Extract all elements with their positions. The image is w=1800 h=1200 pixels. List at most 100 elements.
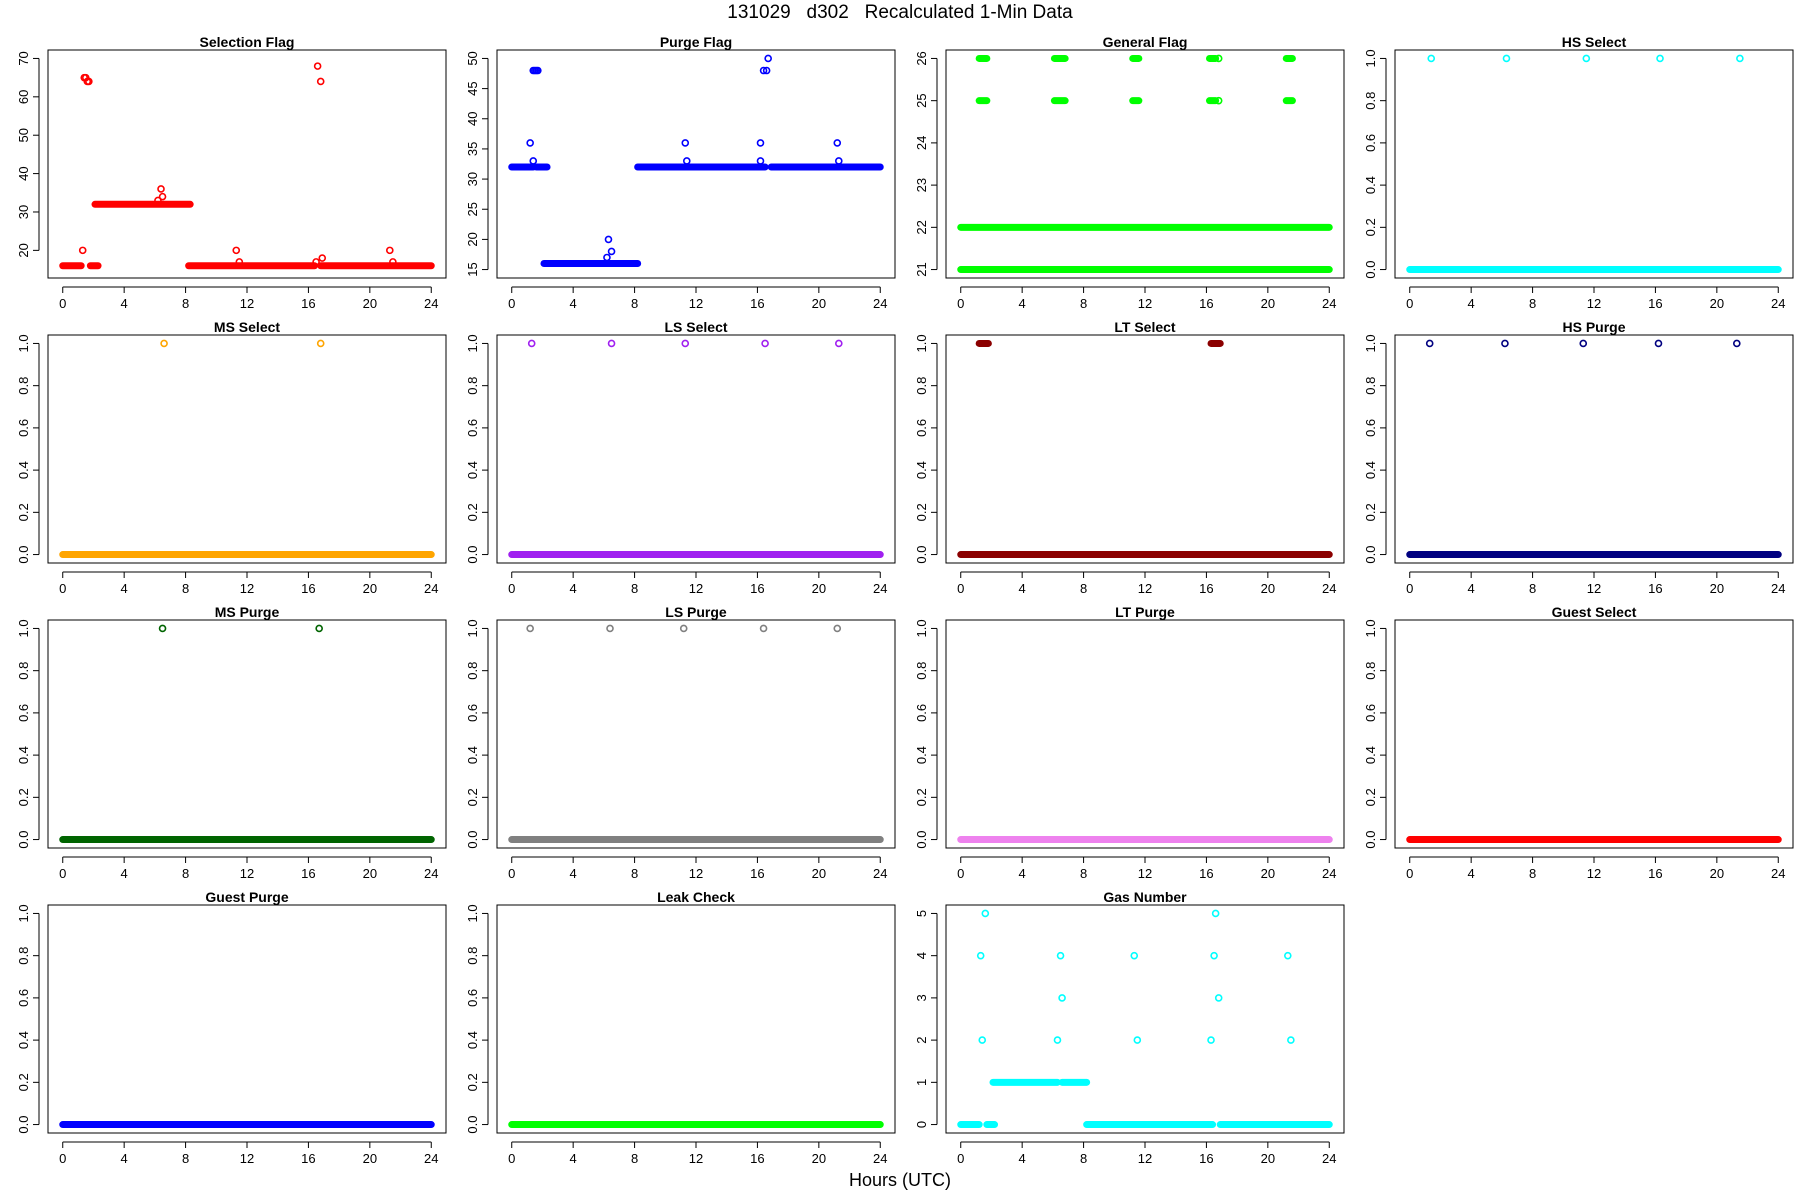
x-tick-label: 12 bbox=[1587, 581, 1601, 596]
y-tick-label: 0.4 bbox=[465, 1031, 480, 1049]
x-tick-label: 24 bbox=[424, 1151, 438, 1166]
y-axis: 0.0 0.2 0.4 0.6 0.8 1.0 bbox=[1363, 49, 1387, 279]
panel-ms-select: MS Select 0 4 8 12 16 20 24 0.0 0.2 0.4 0.6 0.8 1.0 bbox=[16, 319, 447, 596]
panel-title: Gas Number bbox=[1103, 889, 1187, 905]
data-point bbox=[835, 157, 843, 165]
panel-title: MS Purge bbox=[215, 604, 280, 620]
y-tick-label: 0.0 bbox=[16, 1116, 31, 1134]
panel-selection-flag: Selection Flag 0 4 8 12 16 20 24 20 30 40 50 60 70 bbox=[16, 34, 447, 311]
y-tick-label: 0.2 bbox=[465, 1073, 480, 1091]
x-tick-label: 24 bbox=[873, 296, 887, 311]
x-tick-label: 12 bbox=[689, 1151, 703, 1166]
x-tick-label: 24 bbox=[424, 866, 438, 881]
y-tick-label: 21 bbox=[914, 262, 929, 276]
y-axis: 0.0 0.2 0.4 0.6 0.8 1.0 bbox=[465, 904, 489, 1134]
data-point bbox=[756, 157, 765, 165]
y-tick-label: 25 bbox=[914, 93, 929, 107]
x-tick-label: 12 bbox=[240, 581, 254, 596]
x-tick-label: 24 bbox=[1771, 581, 1785, 596]
x-tick-label: 4 bbox=[1019, 296, 1026, 311]
panel-guest-purge: Guest Purge 0 4 8 12 16 20 24 0.0 0.2 0.4 0.6 0.8 1.0 bbox=[16, 889, 447, 1166]
data-point bbox=[313, 62, 322, 70]
y-axis: 0.0 0.2 0.4 0.6 0.8 1.0 bbox=[914, 619, 938, 849]
y-tick-label: 0.0 bbox=[465, 1116, 480, 1134]
y-tick-label: 0.8 bbox=[914, 662, 929, 680]
x-tick-label: 20 bbox=[363, 581, 377, 596]
y-tick-label: 1 bbox=[914, 1079, 929, 1086]
panel-lt-purge: LT Purge 0 4 8 12 16 20 24 0.0 0.2 0.4 0.6 0.8 1.0 bbox=[914, 604, 1345, 881]
x-tick-label: 12 bbox=[689, 866, 703, 881]
y-tick-label: 0 bbox=[914, 1121, 929, 1128]
y-tick-label: 0.8 bbox=[16, 377, 31, 395]
data-point bbox=[833, 139, 842, 147]
data-point bbox=[386, 246, 394, 255]
y-tick-label: 0.6 bbox=[1363, 134, 1378, 152]
plot-frame bbox=[945, 904, 1345, 1134]
data-point bbox=[527, 339, 536, 348]
y-tick-label: 0.8 bbox=[16, 662, 31, 680]
data-point bbox=[157, 185, 165, 193]
series-points bbox=[957, 54, 1333, 274]
y-axis: 0.0 0.2 0.4 0.6 0.8 1.0 bbox=[465, 334, 489, 564]
data-point bbox=[1654, 339, 1663, 348]
y-tick-label: 1.0 bbox=[465, 619, 480, 637]
panel-title: Selection Flag bbox=[200, 34, 295, 50]
data-point bbox=[1207, 1036, 1215, 1044]
plot-frame bbox=[496, 619, 896, 849]
series-points bbox=[957, 909, 1333, 1129]
y-tick-label: 0.6 bbox=[914, 704, 929, 722]
data-point bbox=[389, 258, 397, 266]
x-tick-label: 8 bbox=[182, 296, 189, 311]
x-axis: 0 4 8 12 16 20 24 bbox=[508, 856, 887, 881]
plot-frame bbox=[945, 619, 1345, 849]
x-tick-label: 8 bbox=[1080, 866, 1087, 881]
y-tick-label: 25 bbox=[465, 202, 480, 216]
x-tick-label: 0 bbox=[957, 581, 964, 596]
data-point bbox=[318, 254, 327, 262]
panel-ls-select: LS Select 0 4 8 12 16 20 24 0.0 0.2 0.4 0.6 0.8 1.0 bbox=[465, 319, 896, 596]
panel-title: MS Select bbox=[214, 319, 280, 335]
x-axis: 0 4 8 12 16 20 24 bbox=[1406, 856, 1785, 881]
x-tick-label: 4 bbox=[570, 1151, 577, 1166]
x-tick-label: 16 bbox=[1648, 581, 1662, 596]
series-points bbox=[59, 624, 435, 844]
y-tick-label: 0.8 bbox=[16, 947, 31, 965]
x-tick-label: 4 bbox=[1468, 581, 1475, 596]
x-tick-label: 20 bbox=[812, 1151, 826, 1166]
x-tick-label: 12 bbox=[240, 866, 254, 881]
plot-frame bbox=[496, 904, 896, 1134]
y-tick-label: 1.0 bbox=[16, 904, 31, 922]
panel-title: HS Purge bbox=[1562, 319, 1625, 335]
x-tick-label: 4 bbox=[1468, 866, 1475, 881]
y-tick-label: 30 bbox=[16, 205, 31, 219]
y-tick-label: 2 bbox=[914, 1036, 929, 1043]
data-point bbox=[764, 54, 772, 63]
x-tick-label: 20 bbox=[1710, 581, 1724, 596]
panel-lt-select: LT Select 0 4 8 12 16 20 24 0.0 0.2 0.4 0.6 0.8 1.0 bbox=[914, 319, 1345, 596]
y-tick-label: 0.2 bbox=[914, 788, 929, 806]
data-point bbox=[1056, 951, 1065, 960]
x-tick-label: 0 bbox=[957, 866, 964, 881]
y-tick-label: 0.6 bbox=[465, 704, 480, 722]
series-points bbox=[957, 339, 1333, 559]
y-tick-label: 50 bbox=[465, 51, 480, 65]
y-tick-label: 0.8 bbox=[465, 377, 480, 395]
data-point bbox=[1211, 909, 1220, 918]
data-point bbox=[1736, 54, 1744, 63]
x-tick-label: 12 bbox=[240, 1151, 254, 1166]
y-tick-label: 0.2 bbox=[16, 788, 31, 806]
y-tick-label: 24 bbox=[914, 136, 929, 150]
x-tick-label: 0 bbox=[508, 296, 515, 311]
plot-frame bbox=[47, 904, 447, 1134]
x-tick-label: 12 bbox=[1587, 866, 1601, 881]
x-tick-label: 0 bbox=[1406, 296, 1413, 311]
x-tick-label: 8 bbox=[182, 581, 189, 596]
y-tick-label: 20 bbox=[465, 232, 480, 246]
x-tick-label: 20 bbox=[1261, 866, 1275, 881]
y-axis: 15 20 25 30 35 40 45 50 bbox=[465, 51, 489, 277]
panel-leak-check: Leak Check 0 4 8 12 16 20 24 0.0 0.2 0.4 0.6 0.8 1.0 bbox=[465, 889, 896, 1166]
data-point bbox=[1501, 339, 1509, 348]
x-tick-label: 12 bbox=[1138, 866, 1152, 881]
